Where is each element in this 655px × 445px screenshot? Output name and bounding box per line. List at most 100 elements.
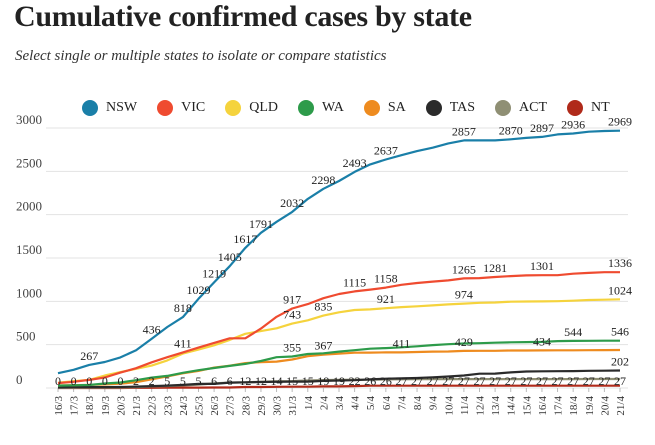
data-label-vic: 1115 (343, 275, 366, 289)
data-label-nsw: 2936 (561, 118, 585, 132)
data-label-nsw: 1405 (218, 250, 242, 264)
data-label-nsw: 2637 (374, 143, 398, 157)
legend-item-qld[interactable]: QLD (225, 100, 278, 116)
x-tick-label: 11/4 (459, 396, 471, 416)
data-label-qld: 1024 (608, 283, 632, 297)
x-tick-label: 30/3 (272, 396, 284, 416)
data-label-qld: 835 (314, 300, 332, 314)
x-tick-label: 19/3 (100, 396, 112, 416)
data-label-nsw: 2870 (499, 123, 523, 137)
data-label-nt: 27 (458, 374, 470, 388)
data-label-nt: 27 (505, 374, 517, 388)
x-tick-label: 16/3 (53, 396, 65, 416)
legend-swatch-wa (298, 100, 315, 116)
data-label-vic: 1301 (530, 259, 554, 273)
data-label-nt: 2 (149, 374, 155, 388)
x-tick-label: 29/3 (256, 396, 268, 416)
data-label-nt: 19 (317, 374, 329, 388)
x-tick-label: 6/4 (381, 396, 393, 411)
x-tick-label: 21/4 (615, 396, 627, 416)
data-label-nt: 0 (55, 374, 61, 388)
data-label-nt: 27 (474, 374, 486, 388)
data-label-nt: 14 (271, 374, 283, 388)
legend-label: SA (387, 100, 406, 115)
legend-item-nsw[interactable]: NSW (82, 100, 137, 116)
legend-item-act[interactable]: ACT (495, 100, 547, 116)
data-label-vic: 1265 (452, 262, 476, 276)
data-label-nt: 27 (567, 374, 579, 388)
x-tick-label: 9/4 (428, 396, 440, 411)
data-label-nt: 27 (442, 374, 454, 388)
legend-item-tas[interactable]: TAS (425, 100, 475, 116)
data-labels: 2674368181029121914051617179120322298249… (55, 115, 632, 388)
x-tick-label: 12/4 (475, 396, 487, 416)
series-line-vic (57, 271, 620, 385)
x-tick-label: 1/4 (303, 396, 315, 411)
x-tick-label: 10/4 (443, 396, 455, 416)
x-tick-label: 22/3 (147, 396, 159, 416)
data-label-nt: 19 (333, 374, 345, 388)
x-tick-label: 2/4 (318, 396, 330, 411)
x-tick-label: 17/4 (553, 396, 565, 416)
x-tick-label: 17/3 (69, 396, 81, 416)
data-label-sa: 434 (533, 334, 551, 348)
data-label-wa: 544 (564, 325, 582, 339)
x-tick-label: 18/3 (84, 396, 96, 416)
data-label-sa: 367 (314, 339, 332, 353)
data-label-nt: 15 (302, 374, 314, 388)
data-label-nsw: 2969 (608, 115, 632, 129)
legend-item-nt[interactable]: NT (567, 100, 610, 116)
data-label-nt: 27 (395, 374, 407, 388)
y-tick-label: 1500 (16, 242, 42, 257)
x-tick-label: 20/4 (599, 396, 611, 416)
x-tick-label: 27/3 (225, 396, 237, 416)
data-label-nt: 27 (411, 374, 423, 388)
legend-label: QLD (249, 100, 279, 115)
data-label-nt: 27 (520, 374, 532, 388)
chart-legend: NSW VIC QLD WA SA TAS ACT NT (82, 98, 630, 118)
data-label-vic: 411 (174, 336, 192, 350)
x-tick-label: 19/4 (584, 396, 596, 416)
data-label-nsw: 818 (174, 301, 192, 315)
x-tick-label: 31/3 (287, 396, 299, 416)
x-tick-label: 16/4 (537, 396, 549, 416)
data-label-nt: 27 (552, 374, 564, 388)
legend-item-vic[interactable]: VIC (157, 100, 205, 116)
data-label-qld: 743 (283, 308, 301, 322)
data-label-nt: 22 (349, 374, 361, 388)
y-tick-label: 2500 (16, 155, 42, 170)
y-tick-label: 2000 (16, 199, 42, 214)
data-label-nsw: 2857 (452, 124, 476, 138)
x-tick-label: 20/3 (115, 396, 127, 416)
data-label-nt: 27 (598, 374, 610, 388)
x-tick-label: 21/3 (131, 396, 143, 416)
legend-swatch-vic (157, 100, 174, 116)
data-label-vic: 1281 (483, 261, 507, 275)
data-label-nt: 6 (211, 374, 217, 388)
data-label-nt: 26 (380, 374, 392, 388)
data-label-nt: 27 (427, 374, 439, 388)
data-label-sa: 429 (455, 335, 473, 349)
legend-item-wa[interactable]: WA (298, 100, 344, 116)
series-line-tas (57, 369, 621, 389)
x-tick-label: 23/3 (162, 396, 174, 416)
x-tick-label: 5/4 (365, 396, 377, 411)
data-label-nsw: 2032 (280, 196, 304, 210)
data-label-qld: 921 (377, 292, 395, 306)
legend-label: ACT (519, 100, 548, 115)
data-label-vic: 1158 (374, 272, 398, 286)
series-line-nsw (57, 129, 621, 375)
legend-swatch-nsw (82, 100, 98, 116)
x-tick-label: 4/4 (350, 396, 362, 411)
data-label-wa: 355 (283, 340, 301, 354)
x-tick-label: 13/4 (490, 396, 502, 416)
x-tick-label: 14/4 (506, 396, 518, 416)
data-label-nsw: 2298 (311, 173, 335, 187)
data-label-nsw: 436 (143, 323, 161, 337)
legend-label: NT (591, 100, 610, 115)
data-label-nsw: 2493 (343, 156, 367, 170)
legend-item-sa[interactable]: SA (363, 100, 406, 116)
x-tick-label: 28/3 (240, 396, 252, 416)
data-label-nt: 12 (255, 374, 267, 388)
